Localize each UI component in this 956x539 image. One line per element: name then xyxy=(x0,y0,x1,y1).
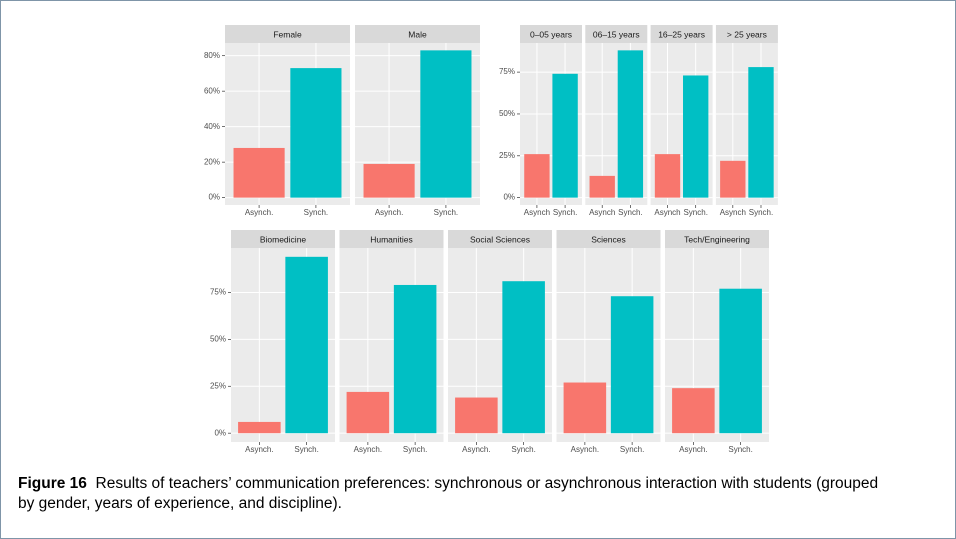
bar xyxy=(363,163,415,198)
bar xyxy=(524,154,550,198)
panel-title: Humanities xyxy=(370,234,413,244)
x-tick-label: Asynch. xyxy=(245,445,273,454)
strip xyxy=(715,25,778,43)
strip xyxy=(556,230,661,248)
x-tick-label: Synch. xyxy=(683,208,707,217)
strip xyxy=(355,25,480,43)
bar xyxy=(617,50,644,198)
strip xyxy=(339,230,444,248)
bar xyxy=(719,288,762,434)
caption-text: Results of teachers’ communication prefe… xyxy=(18,475,879,512)
y-tick-label: 80% xyxy=(204,51,220,60)
bar xyxy=(285,256,328,434)
bar xyxy=(290,68,342,198)
x-tick-label: Synch. xyxy=(728,445,752,454)
y-tick-label: 75% xyxy=(499,67,515,76)
x-tick-label: Asynch xyxy=(654,208,680,217)
bar xyxy=(683,75,709,198)
y-tick-label: 25% xyxy=(210,381,226,390)
x-tick-label: Asynch. xyxy=(245,208,273,217)
x-tick-label: Synch. xyxy=(511,445,535,454)
bar xyxy=(563,382,607,434)
x-tick-label: Asynch xyxy=(589,208,615,217)
bar xyxy=(552,73,578,198)
panel-title: Male xyxy=(408,29,427,39)
panel-title: Tech/Engineering xyxy=(684,234,750,244)
strip xyxy=(448,230,552,248)
figure: 0% 20% 40% 60% 80% Female Asynch. Synch. Male Asy… xyxy=(204,25,778,454)
x-tick-label: Asynch xyxy=(524,208,550,217)
bar xyxy=(720,160,746,198)
y-tick-label: 0% xyxy=(214,428,226,437)
caption: Figure 16 Results of teachers’ communica… xyxy=(18,474,898,514)
y-tick-label: 0% xyxy=(503,193,515,202)
y-tick-label: 25% xyxy=(499,151,515,160)
bar xyxy=(455,397,498,434)
x-tick-label: Asynch. xyxy=(354,445,382,454)
bar xyxy=(654,154,681,198)
panel-title: Biomedicine xyxy=(260,234,307,244)
x-tick-label: Synch. xyxy=(553,208,577,217)
bar xyxy=(233,147,285,198)
bar xyxy=(420,50,472,198)
panel-title: 0–05 years xyxy=(530,29,572,39)
x-tick-label: Synch. xyxy=(403,445,427,454)
y-tick-label: 0% xyxy=(208,193,220,202)
strip xyxy=(650,25,713,43)
strip xyxy=(225,25,350,43)
y-tick-label: 75% xyxy=(210,288,226,297)
x-tick-label: Synch. xyxy=(749,208,773,217)
x-tick-label: Asynch. xyxy=(462,445,490,454)
x-tick-label: Asynch. xyxy=(571,445,599,454)
strip xyxy=(520,25,582,43)
panel-title: Social Sciences xyxy=(470,234,530,244)
panel-title: 16–25 years xyxy=(658,29,705,39)
x-tick-label: Asynch. xyxy=(679,445,707,454)
y-tick-label: 50% xyxy=(210,334,226,343)
panel-title: Female xyxy=(273,29,302,39)
y-tick-label: 60% xyxy=(204,86,220,95)
y-tick-label: 50% xyxy=(499,109,515,118)
panel-title: > 25 years xyxy=(727,29,767,39)
bar xyxy=(502,281,545,434)
bar xyxy=(748,67,774,198)
panel-title: 06–15 years xyxy=(593,29,640,39)
bar xyxy=(393,284,437,434)
x-tick-label: Synch. xyxy=(304,208,328,217)
x-tick-label: Synch. xyxy=(620,445,644,454)
x-tick-label: Synch. xyxy=(294,445,318,454)
x-tick-label: Asynch xyxy=(720,208,746,217)
caption-label: Figure 16 xyxy=(18,475,87,492)
y-tick-label: 40% xyxy=(204,122,220,131)
x-tick-label: Synch. xyxy=(618,208,642,217)
x-tick-label: Asynch. xyxy=(375,208,403,217)
bar xyxy=(589,175,615,198)
panel-title: Sciences xyxy=(591,234,626,244)
bar xyxy=(238,421,281,434)
bar xyxy=(346,391,390,434)
bar xyxy=(672,388,715,434)
y-tick-label: 20% xyxy=(204,157,220,166)
strip xyxy=(665,230,769,248)
x-tick-label: Synch. xyxy=(434,208,458,217)
bar xyxy=(610,296,654,434)
strip xyxy=(585,25,648,43)
strip xyxy=(231,230,335,248)
